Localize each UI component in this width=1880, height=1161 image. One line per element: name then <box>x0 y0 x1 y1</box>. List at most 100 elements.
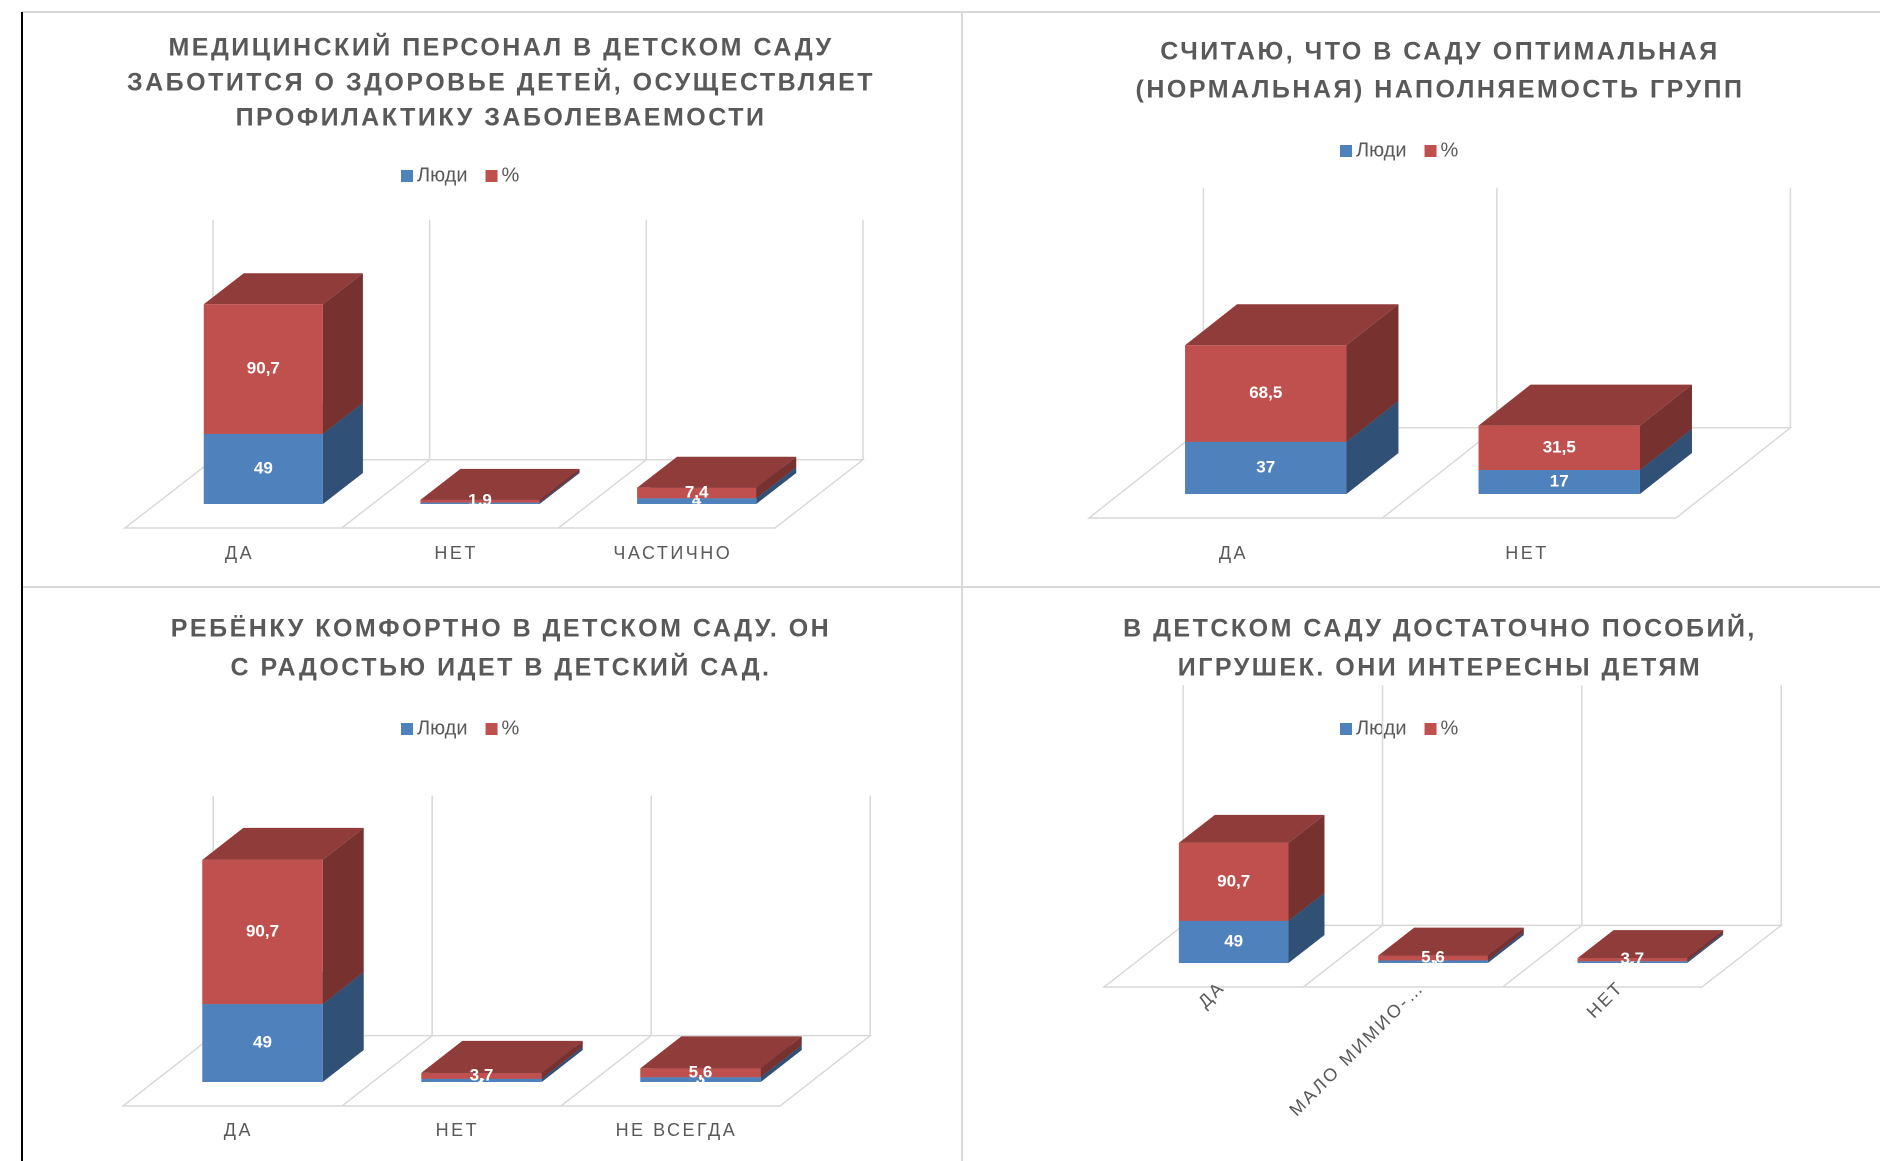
bar-top <box>1185 304 1399 346</box>
data-label: 90,7 <box>1217 871 1250 890</box>
bar-segment <box>420 502 540 504</box>
legend-swatch <box>485 170 498 182</box>
legend-label: % <box>502 717 520 739</box>
bar-segment <box>1378 955 1488 961</box>
data-label: 1,9 <box>468 491 492 510</box>
chart-title: (НОРМАЛЬНАЯ) НАПОЛНЯЕМОСТЬ ГРУПП <box>1136 76 1745 104</box>
x-tick-label: НЕТ <box>434 543 478 563</box>
data-label: 90,7 <box>246 921 279 940</box>
chart-title: МЕДИЦИНСКИЙ ПЕРСОНАЛ В ДЕТСКОМ САДУ <box>168 32 833 62</box>
x-tick-label: НЕТ <box>1505 543 1549 563</box>
chart-title: ИГРУШЕК. ОНИ ИНТЕРЕСНЫ ДЕТЯМ <box>1178 654 1702 682</box>
data-label: 3,7 <box>470 1065 494 1084</box>
bar-segment <box>203 304 323 434</box>
bar-side <box>756 456 797 499</box>
bar-side <box>1487 927 1524 961</box>
x-tick-label: ДА <box>224 1120 253 1140</box>
bar-top <box>420 468 580 500</box>
x-tick-label: НЕТ <box>1583 977 1628 1022</box>
chart-title: ЗАБОТИТСЯ О ЗДОРОВЬЕ ДЕТЕЙ, ОСУЩЕСТВЛЯЕТ <box>127 67 875 97</box>
bar-side <box>541 1046 583 1082</box>
legend-label: % <box>502 164 520 186</box>
data-label: 2 <box>477 1070 486 1089</box>
legend-swatch <box>401 723 413 735</box>
chart-title: С РАДОСТЬЮ ИДЕТ В ДЕТСКИЙ САД. <box>231 652 772 682</box>
bar-top <box>202 827 364 860</box>
legend-swatch <box>1340 145 1352 157</box>
bar-top <box>1178 814 1325 843</box>
legend-label: % <box>1441 717 1459 739</box>
bar-segment <box>1185 441 1347 494</box>
bar-side <box>1346 400 1399 494</box>
bar-segment <box>1378 960 1488 963</box>
data-label: 37 <box>1256 457 1275 476</box>
bar-side <box>539 468 580 503</box>
data-label: 49 <box>253 1033 272 1052</box>
floor-divider <box>560 1035 652 1107</box>
floor-divider <box>1502 924 1583 988</box>
bar-side <box>1288 814 1325 921</box>
x-tick-label: ДА <box>1219 543 1248 563</box>
data-label: 3 <box>696 1069 705 1088</box>
data-label: 3 <box>1428 951 1437 970</box>
bar-segment <box>1478 470 1640 494</box>
chart-title: ПРОФИЛАКТИКУ ЗАБОЛЕВАЕМОСТИ <box>236 104 767 132</box>
x-tick-label: ДА <box>1194 977 1229 1012</box>
data-label: 31,5 <box>1543 437 1576 456</box>
floor-divider <box>341 1035 433 1107</box>
data-label: 17 <box>1550 471 1569 490</box>
x-tick-label: НЕ ВСЕГДА <box>616 1120 738 1140</box>
data-label: 49 <box>254 458 273 477</box>
data-label: 68,5 <box>1249 383 1282 402</box>
legend-swatch <box>1424 723 1437 735</box>
bar-side <box>1288 892 1325 963</box>
legend-label: Люди <box>1356 717 1407 739</box>
bar-side <box>1687 930 1724 962</box>
bar-segment <box>1577 961 1688 963</box>
bar-segment <box>202 859 323 1005</box>
legend-swatch <box>485 723 498 735</box>
bar-side <box>541 1040 583 1079</box>
floor-divider <box>1382 427 1498 519</box>
bar-top <box>637 456 797 488</box>
bar-segment <box>1577 958 1688 962</box>
legend-swatch <box>1340 723 1352 735</box>
bar-top <box>1577 930 1724 959</box>
bar-segment <box>1185 345 1347 442</box>
bar-side <box>539 471 580 504</box>
legend-label: % <box>1441 139 1459 161</box>
legend-label: Люди <box>417 164 468 186</box>
data-label: 4 <box>692 491 702 510</box>
bar-segment <box>640 1068 761 1078</box>
bar-side <box>1487 932 1524 963</box>
bar-side <box>1687 933 1724 963</box>
legend-label: Люди <box>1356 139 1407 161</box>
chart-title: В ДЕТСКОМ САДУ ДОСТАТОЧНО ПОСОБИЙ, <box>1123 613 1757 643</box>
x-tick-label: НЕТ <box>436 1120 480 1140</box>
bar-segment <box>202 1004 323 1082</box>
data-label: 49 <box>1224 931 1243 950</box>
bar-side <box>322 402 363 504</box>
legend-label: Люди <box>417 717 468 739</box>
bar-segment <box>637 498 757 504</box>
data-label: 7,4 <box>685 482 709 501</box>
bar-segment <box>203 433 323 504</box>
bar-segment <box>1178 920 1289 963</box>
bar-side <box>756 467 797 504</box>
bar-segment <box>420 499 540 503</box>
bar-top <box>203 273 363 305</box>
bar-side <box>1346 304 1399 442</box>
data-label: 5,6 <box>1421 947 1445 966</box>
bar-side <box>760 1036 802 1078</box>
floor-divider <box>557 459 647 529</box>
data-label: 5,6 <box>689 1062 713 1081</box>
bar-segment <box>1478 425 1640 471</box>
bar-side <box>322 972 364 1082</box>
bar-side <box>1639 429 1692 494</box>
chart-title: РЕБЁНКУ КОМФОРТНО В ДЕТСКОМ САДУ. ОН <box>171 615 831 643</box>
chart-title: СЧИТАЮ, ЧТО В САДУ ОПТИМАЛЬНАЯ <box>1160 38 1719 66</box>
bar-top <box>1378 927 1524 956</box>
bar-top <box>1478 384 1692 426</box>
bar-segment <box>421 1072 542 1079</box>
data-label: 3,7 <box>1621 949 1645 968</box>
